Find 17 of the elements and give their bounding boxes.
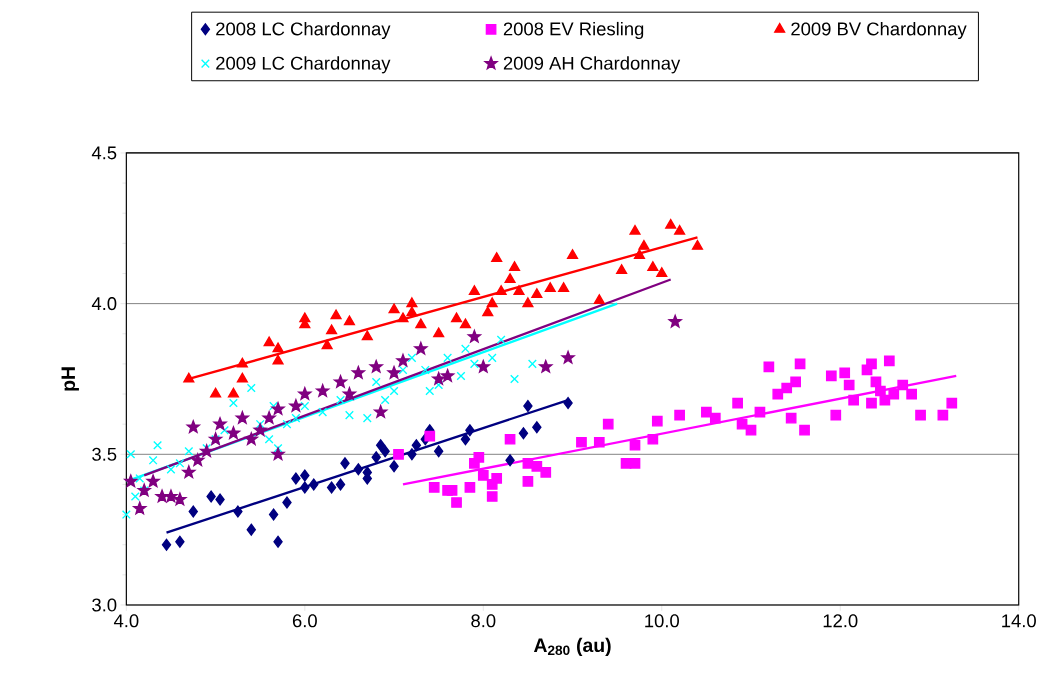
y-tick-label: 4.5: [91, 146, 117, 160]
x-axis-title: A$_{280}$ (au): [533, 638, 611, 657]
x-tick-label: 12.0: [823, 614, 858, 628]
legend-label: 2008 EV Riesling: [503, 22, 644, 40]
y-tick-label: 3.5: [92, 448, 117, 462]
x-tick-label: 4.0: [113, 614, 139, 628]
x-tick-label: 6.0: [292, 614, 317, 628]
legend-label: 2009 AH Chardonnay: [503, 56, 681, 74]
legend-label: 2009 BV Chardonnay: [791, 22, 967, 40]
x-tick-label: 14.0: [1002, 614, 1036, 628]
y-axis-title: pH: [61, 367, 79, 391]
y-tick-label: 3.0: [92, 598, 117, 612]
y-tick-label: 4.0: [91, 297, 117, 311]
x-tick-label: 10.0: [645, 614, 679, 628]
legend-label: 2008 LC Chardonnay: [216, 22, 391, 40]
legend-label: 2009 LC Chardonnay: [216, 56, 391, 74]
x-tick-label: 8.0: [471, 614, 496, 628]
